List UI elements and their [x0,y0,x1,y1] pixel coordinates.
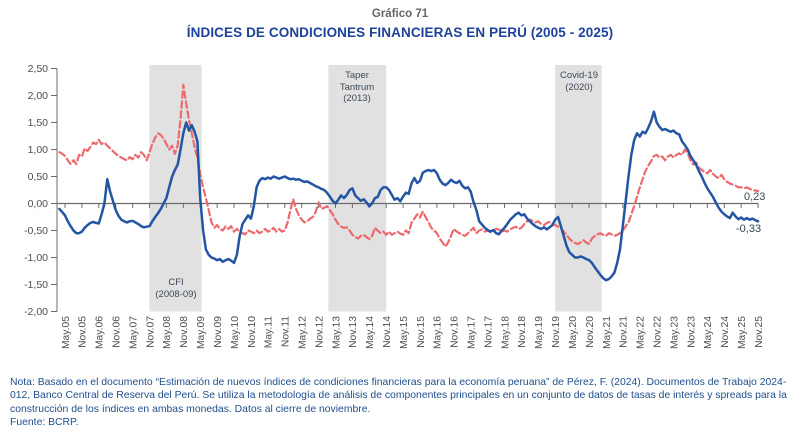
svg-text:Nov.07: Nov.07 [145,316,156,348]
svg-text:Nov.05: Nov.05 [78,316,89,348]
svg-text:1,00: 1,00 [28,144,49,156]
svg-text:Nov.23: Nov.23 [686,316,697,348]
band-label-covid: Covid-19 (2020) [559,70,599,93]
svg-text:May.08: May.08 [162,316,173,349]
svg-text:-2,00: -2,00 [24,306,48,318]
svg-text:May.09: May.09 [196,316,207,349]
svg-text:May.24: May.24 [703,316,714,349]
svg-text:2,00: 2,00 [28,90,49,102]
svg-text:Nov.12: Nov.12 [314,316,325,348]
svg-text:-1,50: -1,50 [24,279,48,291]
svg-text:May.13: May.13 [331,316,342,349]
chart-number-label: Gráfico 71 [371,8,429,20]
svg-text:May.07: May.07 [128,316,139,349]
svg-text:May.18: May.18 [500,316,511,349]
svg-text:2,50: 2,50 [28,63,49,75]
svg-text:May.22: May.22 [636,316,647,349]
svg-text:Nov.22: Nov.22 [652,316,663,348]
svg-text:Nov.08: Nov.08 [179,316,190,348]
svg-text:1,50: 1,50 [28,117,49,129]
band-label-taper-tantrum: Taper Tantrum (2013) [339,70,375,104]
svg-text:May.19: May.19 [534,316,545,349]
svg-text:-1,00: -1,00 [24,252,48,264]
chart-title: ÍNDICES DE CONDICIONES FINANCIERAS EN PE… [186,25,614,40]
svg-text:Nov.18: Nov.18 [517,316,528,348]
svg-text:Nov.19: Nov.19 [551,316,562,348]
svg-text:Nov.14: Nov.14 [382,316,393,348]
svg-text:Nov.11: Nov.11 [281,316,292,347]
svg-text:May.06: May.06 [95,316,106,349]
svg-text:Nov.13: Nov.13 [348,316,359,348]
svg-text:Nov.25: Nov.25 [754,316,765,348]
source-text: Fuente: BCRP. [10,417,79,429]
svg-text:Nov.21: Nov.21 [619,316,630,348]
svg-text:May.12: May.12 [297,316,308,349]
svg-text:Nov.16: Nov.16 [450,316,461,348]
svg-text:Nov.09: Nov.09 [213,316,224,348]
footnote-block: Nota: Basado en el documento “Estimación… [10,376,796,430]
svg-text:0,50: 0,50 [28,171,49,183]
svg-text:May.21: May.21 [602,316,613,349]
note-text: Nota: Basado en el documento “Estimación… [10,377,787,415]
svg-text:0,00: 0,00 [28,198,49,210]
svg-text:Nov.10: Nov.10 [247,316,258,348]
svg-text:May.16: May.16 [433,316,444,349]
svg-text:May.11: May.11 [264,316,275,349]
svg-text:-0,50: -0,50 [24,225,48,237]
svg-text:Nov.20: Nov.20 [585,316,596,348]
svg-text:Nov.06: Nov.06 [112,316,123,348]
svg-text:Nov.24: Nov.24 [720,316,731,348]
svg-text:May.20: May.20 [568,316,579,349]
svg-text:Nov.15: Nov.15 [416,316,427,348]
svg-text:May.05: May.05 [61,316,72,349]
svg-text:May.15: May.15 [399,316,410,349]
svg-text:May.23: May.23 [669,316,680,349]
svg-text:May.14: May.14 [365,316,376,349]
svg-text:May.10: May.10 [230,316,241,349]
band-label-cfi: CFI (2008-09) [155,277,197,300]
svg-text:Nov.17: Nov.17 [483,316,494,348]
svg-text:May.17: May.17 [467,316,478,349]
end-label-red-series: 0,23 [744,191,766,203]
end-label-blue-series: -0,33 [736,223,762,235]
svg-text:May.25: May.25 [737,316,748,349]
